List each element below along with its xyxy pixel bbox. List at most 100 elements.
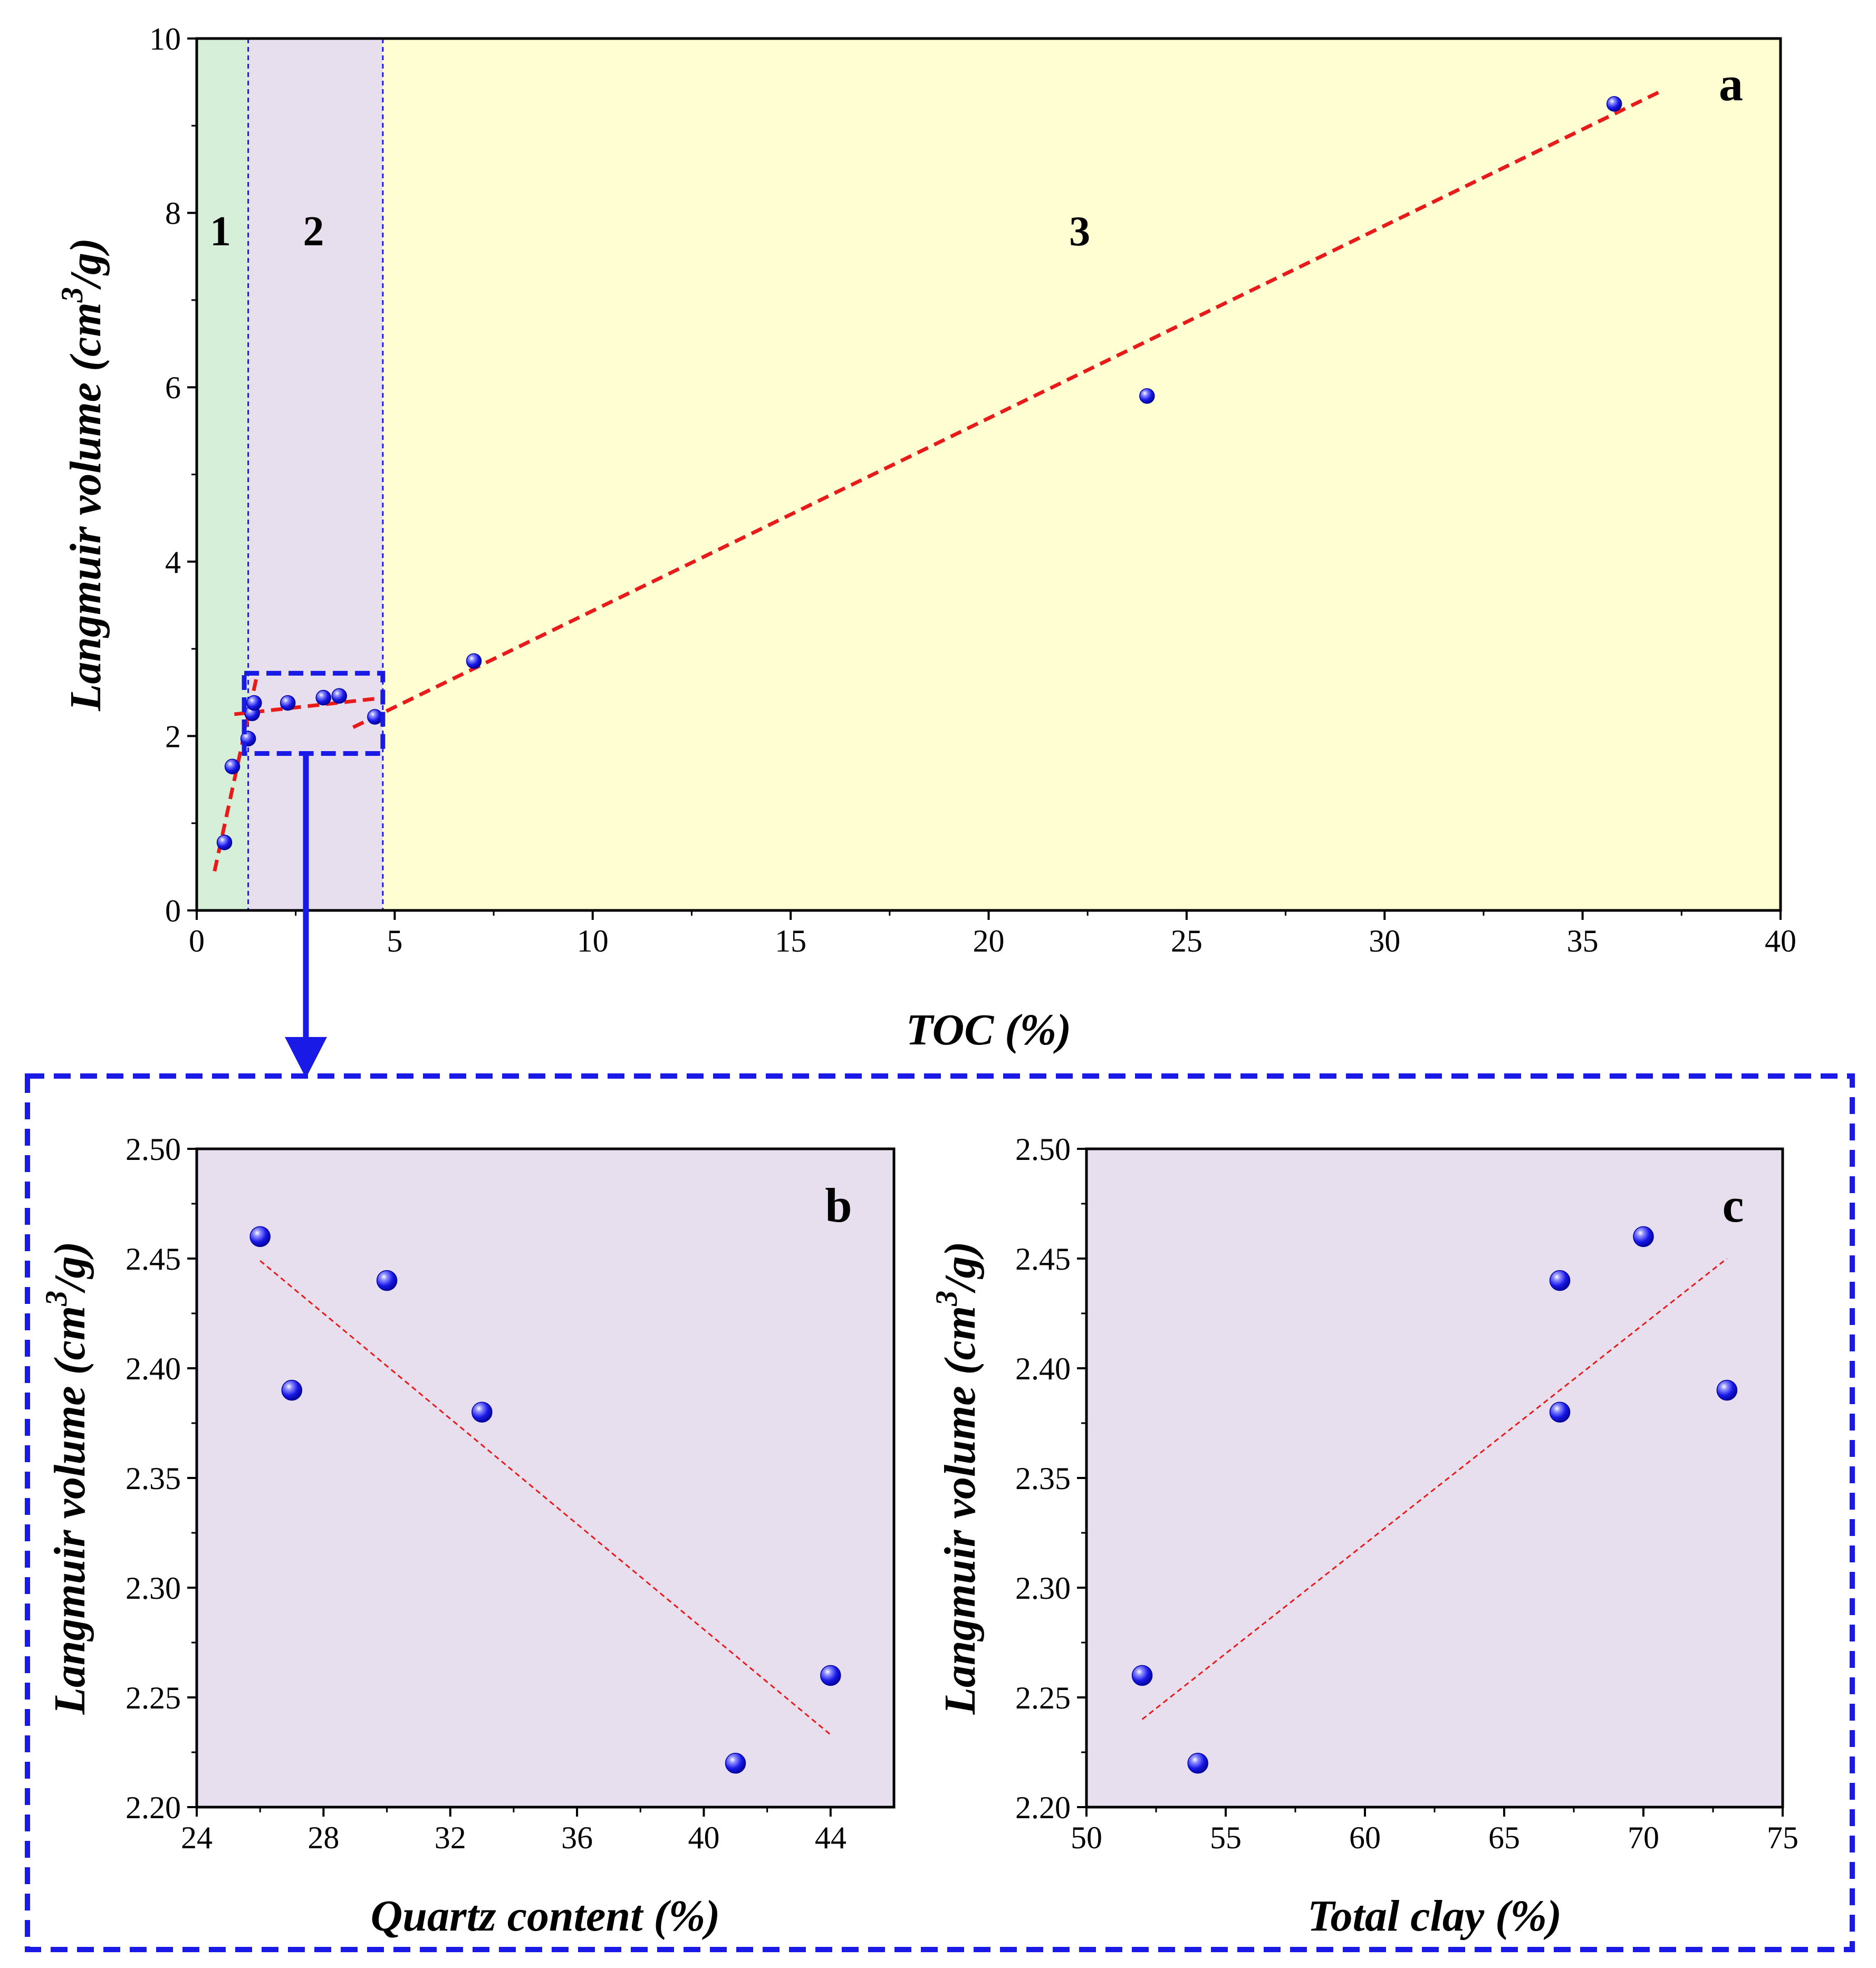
plot-background xyxy=(1086,1149,1783,1807)
data-point xyxy=(1633,1226,1654,1247)
y-axis-title: Langmuir volume (cm3/g) xyxy=(929,1242,985,1715)
data-point xyxy=(1187,1753,1208,1774)
y-tick-label: 2.30 xyxy=(1015,1571,1071,1606)
x-tick-label: 0 xyxy=(189,924,205,958)
y-tick-label: 8 xyxy=(165,196,181,231)
y-tick-label: 2.35 xyxy=(126,1461,181,1496)
trend-line xyxy=(1141,1257,1728,1720)
y-tick-label: 2 xyxy=(165,719,181,754)
y-tick-label: 2.25 xyxy=(1015,1681,1071,1715)
y-tick-label: 2.30 xyxy=(126,1571,181,1606)
panel-letter: b xyxy=(825,1178,852,1232)
data-point xyxy=(1131,1665,1153,1686)
y-tick-label: 2.20 xyxy=(126,1790,181,1825)
data-point xyxy=(1606,96,1622,112)
x-tick-label: 32 xyxy=(435,1820,466,1855)
data-point xyxy=(1549,1401,1571,1423)
x-axis-title: TOC (%) xyxy=(906,1005,1071,1054)
data-point xyxy=(280,695,296,711)
region-label-3: 3 xyxy=(1069,208,1090,255)
data-point xyxy=(281,1379,303,1401)
x-tick-label: 20 xyxy=(973,924,1005,958)
y-tick-label: 2.50 xyxy=(1015,1132,1071,1167)
x-tick-label: 60 xyxy=(1349,1820,1381,1855)
data-point xyxy=(820,1665,841,1686)
x-tick-label: 30 xyxy=(1369,924,1400,958)
y-tick-label: 4 xyxy=(165,545,181,580)
trend-line xyxy=(213,679,258,872)
zoom-arrow xyxy=(285,755,327,1078)
data-points xyxy=(216,96,1622,850)
region-dividers xyxy=(247,39,384,910)
data-points xyxy=(1131,1226,1738,1774)
plot-frame xyxy=(1085,1147,1784,1809)
x-tick-label: 40 xyxy=(1765,924,1796,958)
highlight-box xyxy=(242,670,386,756)
trendline xyxy=(259,1260,831,1735)
region-1-background xyxy=(197,39,248,910)
x-axis-title: Total clay (%) xyxy=(1307,1892,1562,1941)
panel-c: 50 55 60 65 70 75 2.20 2.25 2.30 2.35 2.40 2.45 2.50… xyxy=(929,1132,1798,1941)
axis-ticks: 50 55 60 65 70 75 2.20 2.25 2.30 2.35 2.40 2.45 2.50 xyxy=(1015,1132,1798,1855)
x-tick-label: 15 xyxy=(775,924,806,958)
y-tick-label: 2.25 xyxy=(126,1681,181,1715)
axis-ticks: 0 5 10 15 20 25 30 35 40 0 2 4 6 8 10 xyxy=(149,22,1796,958)
x-tick-label: 65 xyxy=(1488,1820,1520,1855)
x-tick-label: 24 xyxy=(181,1820,213,1855)
y-tick-label: 2.35 xyxy=(1015,1461,1071,1496)
x-tick-label: 5 xyxy=(387,924,402,958)
x-tick-label: 75 xyxy=(1767,1820,1798,1855)
y-tick-label: 2.50 xyxy=(126,1132,181,1167)
x-tick-label: 50 xyxy=(1071,1820,1102,1855)
x-tick-label: 40 xyxy=(688,1820,719,1855)
x-tick-label: 10 xyxy=(577,924,609,958)
y-tick-label: 2.20 xyxy=(1015,1790,1071,1825)
data-point xyxy=(246,695,262,711)
y-tick-label: 0 xyxy=(165,894,181,928)
y-tick-label: 2.40 xyxy=(1015,1351,1071,1386)
data-point xyxy=(367,709,383,725)
inset-frame xyxy=(25,1073,1855,1952)
trend-line xyxy=(259,1260,831,1735)
plot-frame xyxy=(195,1147,896,1809)
trend-line xyxy=(352,89,1663,729)
panel-letter: a xyxy=(1719,57,1743,111)
data-point xyxy=(466,653,482,669)
y-tick-label: 10 xyxy=(149,22,181,56)
region-label-1: 1 xyxy=(210,208,231,255)
y-tick-label: 2.45 xyxy=(126,1242,181,1276)
trendline xyxy=(1141,1257,1728,1720)
data-point xyxy=(376,1270,398,1291)
x-tick-label: 35 xyxy=(1567,924,1599,958)
data-point xyxy=(216,834,233,850)
region-2-background xyxy=(248,39,383,910)
y-tick-label: 2.45 xyxy=(1015,1242,1071,1276)
plot-background xyxy=(197,1149,894,1807)
x-tick-label: 25 xyxy=(1171,924,1202,958)
panel-letter: c xyxy=(1723,1178,1744,1232)
panel-b: 24 28 32 36 40 44 2.20 2.25 2.30 2.35 2.40 2.45 2.50… xyxy=(39,1132,896,1941)
x-tick-label: 28 xyxy=(307,1820,339,1855)
region-3-background xyxy=(382,39,1781,910)
x-tick-label: 70 xyxy=(1628,1820,1659,1855)
y-axis-title: Langmuir volume (cm3/g) xyxy=(55,238,110,712)
data-point xyxy=(249,1226,271,1247)
y-axis-title: Langmuir volume (cm3/g) xyxy=(39,1242,94,1715)
y-tick-label: 2.40 xyxy=(126,1351,181,1386)
data-point xyxy=(1716,1379,1738,1401)
data-points xyxy=(249,1226,841,1774)
data-point xyxy=(472,1401,493,1423)
x-tick-label: 55 xyxy=(1210,1820,1242,1855)
x-tick-label: 44 xyxy=(815,1820,846,1855)
region-backgrounds xyxy=(197,39,1781,910)
plot-frame xyxy=(195,37,1782,912)
y-tick-label: 6 xyxy=(165,370,181,405)
data-point xyxy=(315,689,331,706)
data-point xyxy=(725,1753,746,1774)
data-point xyxy=(1139,388,1155,404)
data-point xyxy=(224,759,240,775)
x-axis-title: Quartz content (%) xyxy=(371,1892,720,1941)
region-label-2: 2 xyxy=(303,208,324,255)
